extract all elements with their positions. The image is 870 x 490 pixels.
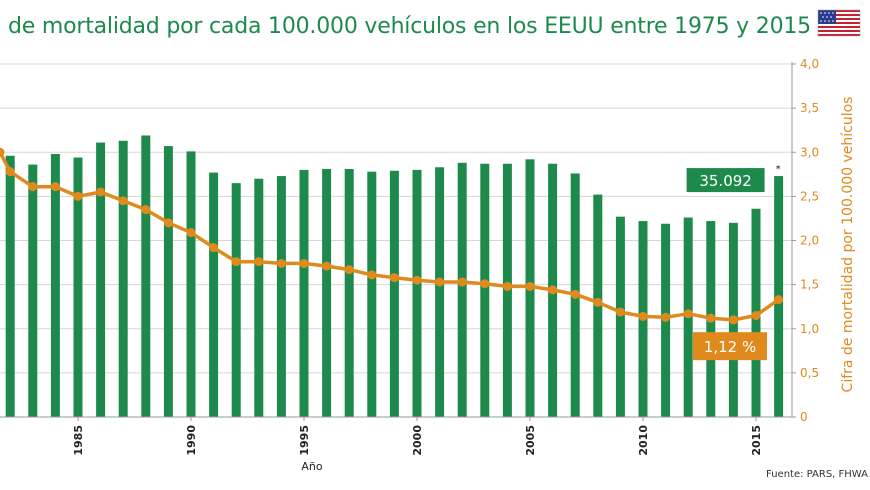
x-axis-label: Año [301, 460, 322, 473]
y-axis-label: Cifra de mortalidad por 100.000 vehículo… [840, 97, 856, 393]
x-tick-label: 1985 [72, 425, 85, 456]
x-tick-label: 2005 [524, 425, 537, 456]
bar [73, 157, 83, 418]
x-tick-label: 2010 [637, 425, 650, 456]
bar [50, 154, 60, 417]
line-point [96, 187, 106, 197]
line-point [548, 285, 558, 295]
y-tick-label: 3,5 [800, 101, 819, 115]
line-point [163, 218, 173, 228]
y-tick-label: 2,0 [800, 234, 819, 248]
bar [96, 142, 106, 418]
line-point [73, 191, 83, 201]
line-point [774, 295, 784, 305]
total-badge-bg [686, 168, 765, 193]
bar [276, 176, 286, 417]
x-ticks: 1985 1990 1995 2000 2005 2010 2015 [72, 417, 763, 456]
bar [28, 164, 38, 417]
line-point [186, 228, 196, 238]
x-tick-label: 1990 [185, 425, 198, 456]
bar [5, 155, 15, 417]
line-point [480, 279, 490, 289]
chart-title: de mortalidad por cada 100.000 vehículos… [8, 14, 811, 39]
line-point [751, 311, 761, 321]
y-ticks: 0 0,5 1,0 1,5 2,0 2,5 3,0 3,5 4,0 [792, 57, 819, 424]
bar [209, 172, 219, 417]
line-point [254, 257, 264, 267]
bar [299, 169, 309, 417]
bar [254, 178, 264, 417]
line-point [344, 265, 354, 275]
rate-badge-bg [693, 332, 767, 361]
line-point [615, 307, 625, 317]
line-point [231, 257, 241, 267]
line-point [299, 258, 309, 268]
line-point [28, 182, 38, 192]
line-point [367, 270, 377, 280]
line-point [638, 311, 648, 321]
y-tick-label: 3,0 [800, 145, 819, 159]
line-point [0, 147, 5, 157]
line-point [593, 297, 603, 307]
line-point [118, 196, 128, 206]
line-point [5, 167, 15, 177]
line-point [435, 277, 445, 287]
line-point [389, 273, 399, 283]
y-tick-label: 4,0 [800, 57, 819, 71]
bar [163, 146, 173, 417]
bar [344, 169, 354, 417]
line-point [661, 312, 671, 322]
line-point [728, 315, 738, 325]
line-point [50, 182, 60, 192]
bar [118, 140, 128, 417]
x-tick-label: 1995 [298, 425, 311, 456]
source-note: Fuente: PARS, FHWA [766, 469, 868, 480]
line-point [412, 275, 422, 285]
line-point [209, 243, 219, 253]
y-tick-label: 0 [800, 410, 808, 424]
bar [615, 216, 625, 417]
bar [412, 169, 422, 417]
annotations: 35.092 * 1,12 % [686, 164, 781, 361]
bar [435, 167, 445, 417]
y-tick-label: 1,5 [800, 278, 819, 292]
bar [367, 171, 377, 417]
line-point [706, 313, 716, 323]
line-points [0, 147, 784, 325]
y-tick-label: 0,5 [800, 366, 819, 380]
bar [186, 151, 196, 417]
bar [480, 163, 490, 417]
line-point [525, 281, 535, 291]
bar [141, 135, 151, 418]
rate-badge-label: 1,12 % [704, 338, 756, 356]
y-tick-label: 2,5 [800, 189, 819, 203]
asterisk-note: * [776, 164, 781, 175]
line-point [570, 289, 580, 299]
x-tick-label: 2015 [750, 425, 763, 456]
y-tick-label: 1,0 [800, 322, 819, 336]
bar [231, 183, 241, 417]
bar [322, 169, 332, 417]
bar [389, 170, 399, 417]
line-point [683, 309, 693, 319]
line-point [141, 205, 151, 215]
us-flag-icon [817, 9, 861, 37]
total-badge-label: 35.092 [699, 172, 752, 190]
line-point [276, 258, 286, 268]
line-point [502, 281, 512, 291]
line-point [457, 277, 467, 287]
line-point [322, 261, 332, 271]
bar [457, 162, 467, 417]
x-tick-label: 2000 [411, 425, 424, 456]
